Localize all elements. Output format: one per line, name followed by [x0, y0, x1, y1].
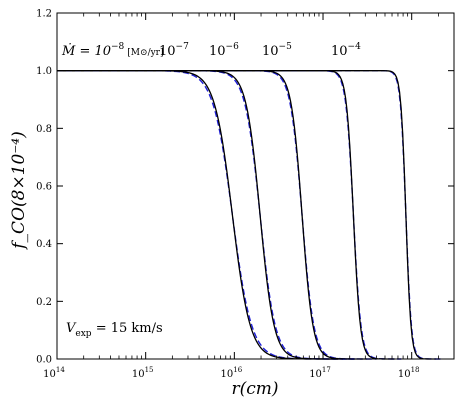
mdot-prefix: Ṁ = 10 — [61, 42, 111, 59]
x-tick-label: 1016 — [221, 366, 243, 380]
plot-background — [57, 13, 454, 359]
x-tick-label: 1015 — [132, 366, 154, 380]
series-layer — [57, 69, 441, 360]
y-axis-label: f_CO(8×10⁻⁴) — [9, 131, 29, 250]
x-tick-label: 1014 — [43, 366, 65, 380]
x-tick-label: 1017 — [309, 366, 331, 380]
rate-label-1e-6: 10−6 — [209, 42, 239, 59]
mdot-prefix-exp: −8 — [111, 42, 125, 52]
y-tick-label: 1.0 — [36, 66, 52, 77]
series-mdot-1e-6-fit-line — [57, 69, 377, 360]
rate-label-1e-7: 10−7 — [159, 42, 189, 59]
plot-frame — [56, 12, 455, 360]
vexp-annotation: Vexp = 15 km/s — [66, 321, 163, 339]
vexp-label: V — [66, 321, 77, 336]
vexp-sub: exp — [75, 329, 91, 339]
x-tick-label: 1018 — [398, 366, 420, 380]
x-axis-label: r(cm) — [231, 379, 278, 399]
y-tick-label: 1.2 — [36, 9, 52, 20]
series-mdot-1e-4-model-line — [57, 70, 436, 360]
mdot-units: [M⊙/yr] — [127, 48, 163, 58]
mdot-annotation: Ṁ = 10−8[M⊙/yr] — [61, 42, 164, 59]
rate-label-1e-5: 10−5 — [262, 42, 292, 59]
y-tick-label: 0.4 — [36, 239, 52, 250]
y-tick-label: 0.0 — [36, 355, 52, 366]
y-tick-label: 0.8 — [36, 124, 52, 135]
y-tick-label: 0.2 — [36, 297, 52, 308]
rate-label-1e-4: 10−4 — [331, 42, 361, 59]
vexp-value: = 15 km/s — [92, 321, 163, 336]
ticks-layer: 0.0 0.2 0.4 0.6 0.8 1.0 1.2 1014 1015 1016 1017 101… — [36, 9, 454, 380]
y-tick-label: 0.6 — [36, 182, 52, 193]
